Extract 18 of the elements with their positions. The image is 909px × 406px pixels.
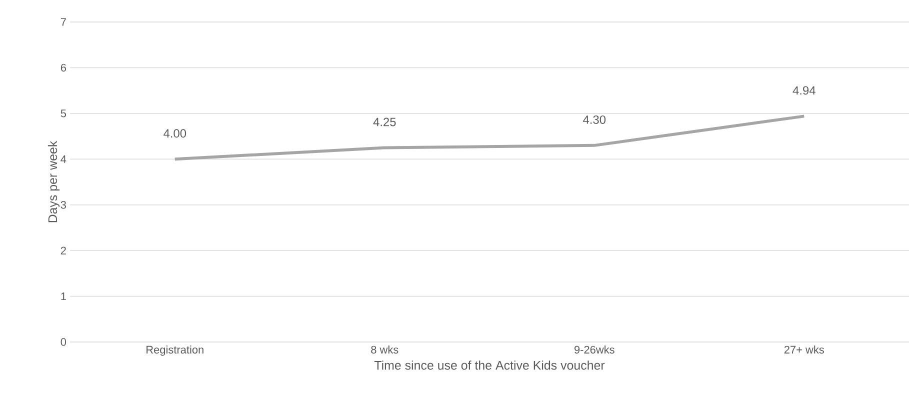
x-tick-label: Registration bbox=[146, 346, 204, 356]
data-label: 4.00 bbox=[164, 129, 186, 138]
y-tick-label: 4 bbox=[60, 155, 66, 163]
y-tick-label: 5 bbox=[60, 110, 66, 118]
x-tick-label: 27+ wks bbox=[784, 346, 824, 354]
data-label: 4.94 bbox=[792, 86, 816, 95]
y-tick-label: 1 bbox=[61, 292, 66, 300]
x-tick-label: 8 wks bbox=[371, 346, 398, 354]
data-label: 4.25 bbox=[373, 118, 396, 126]
y-tick-label: 6 bbox=[60, 64, 66, 72]
y-tick-label: 0 bbox=[60, 338, 66, 346]
data-label: 4.30 bbox=[583, 115, 606, 124]
x-tick-label: 9-26wks bbox=[574, 346, 614, 354]
y-tick-label: 2 bbox=[60, 246, 66, 254]
y-tick-label: 7 bbox=[60, 18, 66, 26]
y-axis-title: Days per week bbox=[48, 140, 60, 222]
x-axis-title: Time since use of the Active Kids voucher bbox=[374, 360, 605, 370]
y-tick-label: 3 bbox=[60, 200, 66, 209]
